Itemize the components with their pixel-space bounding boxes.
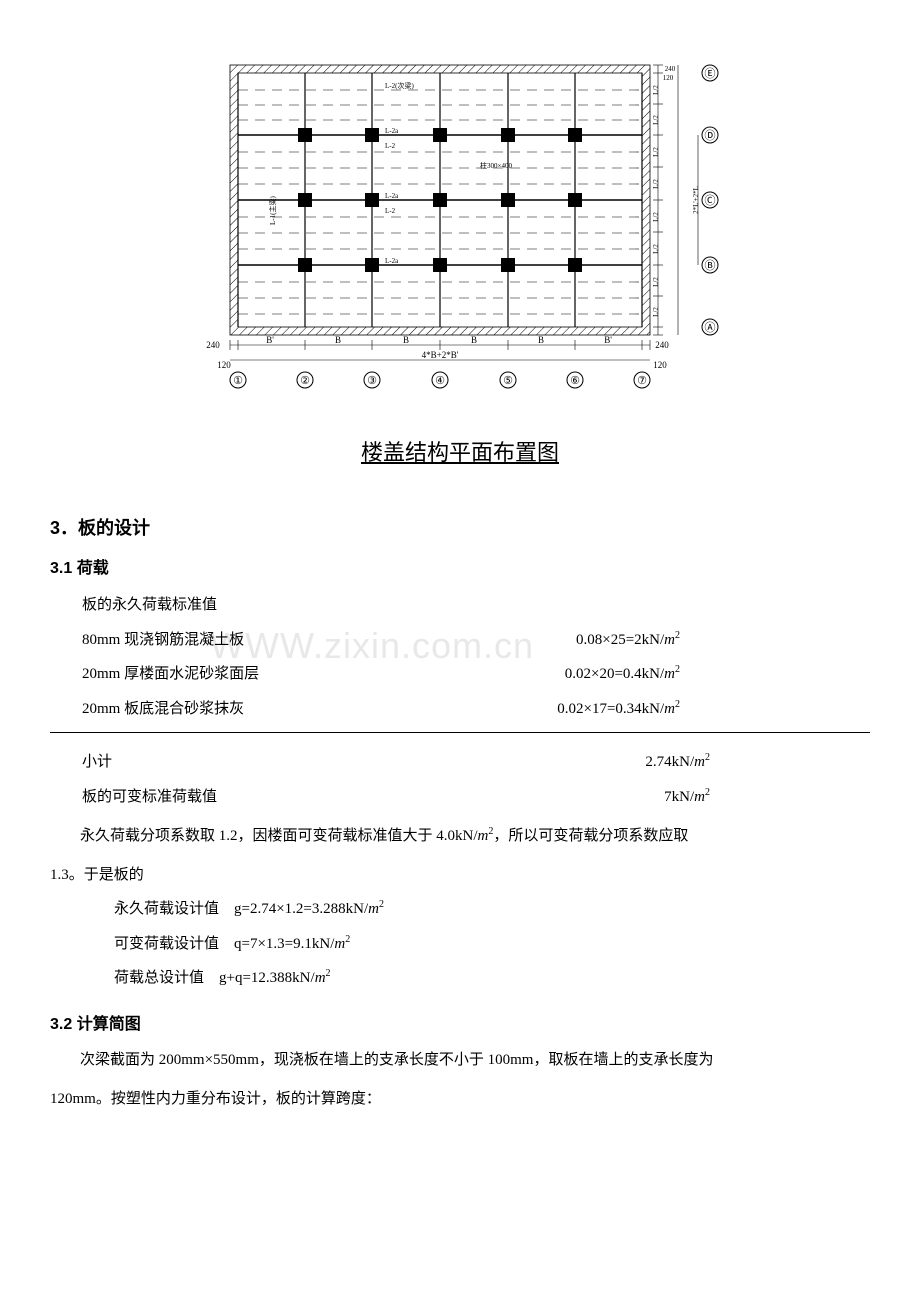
svg-text:Ⓔ: Ⓔ xyxy=(705,67,716,80)
svg-text:⑦: ⑦ xyxy=(637,375,647,387)
svg-text:L/2: L/2 xyxy=(652,307,660,317)
variable-value: 7kN/m2 xyxy=(664,780,870,815)
svg-text:L/2: L/2 xyxy=(652,244,660,254)
svg-text:L-2a: L-2a xyxy=(385,257,399,265)
svg-text:120: 120 xyxy=(663,74,674,82)
svg-text:L/2: L/2 xyxy=(652,85,660,95)
variable-label: 板的可变标准荷载值 xyxy=(82,780,217,815)
svg-text:B: B xyxy=(403,335,409,345)
section-3-title: 3．板的设计 xyxy=(50,514,870,540)
svg-text:③: ③ xyxy=(367,375,377,387)
svg-text:L/2: L/2 xyxy=(652,179,660,189)
load-row-2: 20mm 厚楼面水泥砂浆面层 0.02×20=0.4kN/m2 xyxy=(82,657,870,692)
load-row-1: 80mm 现浇钢筋混凝土板 0.08×25=2kN/m2 xyxy=(82,623,870,658)
svg-text:2*L'+2*L: 2*L'+2*L xyxy=(692,186,700,214)
svg-text:④: ④ xyxy=(435,375,445,387)
svg-text:Ⓑ: Ⓑ xyxy=(705,259,716,272)
svg-text:L-2a: L-2a xyxy=(385,127,399,135)
svg-text:L-1(主梁): L-1(主梁) xyxy=(268,196,277,225)
svg-text:L/2: L/2 xyxy=(652,277,660,287)
s32-para-1: 次梁截面为 200mm×550mm，现浇板在墙上的支承长度不小于 100mm，取… xyxy=(50,1044,870,1077)
section-3-1-title: 3.1 荷载 xyxy=(50,554,870,578)
calc-row-3: 荷载总设计值 g+q=12.388kN/m2 xyxy=(114,961,870,996)
svg-text:Ⓓ: Ⓓ xyxy=(705,129,716,142)
diagram-svg: L-2(次梁) L-2a L-2 L-2a L-2 L-2a 柱300×400 … xyxy=(200,60,720,390)
svg-text:240: 240 xyxy=(206,340,220,350)
s32-para-2: 120mm。按塑性内力重分布设计，板的计算跨度： xyxy=(50,1083,870,1116)
svg-text:L-2a: L-2a xyxy=(385,192,399,200)
load-row-1-label: 80mm 现浇钢筋混凝土板 xyxy=(82,623,244,658)
perm-load-heading-text: 板的永久荷载标准值 xyxy=(82,588,217,623)
svg-text:B: B xyxy=(471,335,477,345)
svg-text:L/2: L/2 xyxy=(652,212,660,222)
explain-para-2: 1.3。于是板的 xyxy=(50,859,870,892)
load-row-1-value: 0.08×25=2kN/m2 xyxy=(576,623,870,658)
calc-row-2: 可变荷载设计值 q=7×1.3=9.1kN/m2 xyxy=(114,927,870,962)
load-row-3-label: 20mm 板底混合砂浆抹灰 xyxy=(82,692,244,727)
floor-plan-diagram: L-2(次梁) L-2a L-2 L-2a L-2 L-2a 柱300×400 … xyxy=(200,60,720,390)
svg-text:4*B+2*B': 4*B+2*B' xyxy=(422,350,459,360)
svg-text:240: 240 xyxy=(655,340,669,350)
svg-text:B: B xyxy=(335,335,341,345)
explain-para-1: 永久荷载分项系数取 1.2，因楼面可变荷载标准值大于 4.0kN/m2，所以可变… xyxy=(50,820,870,853)
content-body: 3．板的设计 3.1 荷载 板的永久荷载标准值 80mm 现浇钢筋混凝土板 0.… xyxy=(50,500,870,1116)
load-row-2-label: 20mm 厚楼面水泥砂浆面层 xyxy=(82,657,259,692)
load-row-3-value: 0.02×17=0.34kN/m2 xyxy=(557,692,870,727)
calc-row-1: 永久荷载设计值 g=2.74×1.2=3.288kN/m2 xyxy=(114,892,870,927)
subtotal-label: 小计 xyxy=(82,745,112,780)
load-row-2-value: 0.02×20=0.4kN/m2 xyxy=(565,657,870,692)
svg-text:L-2(次梁): L-2(次梁) xyxy=(385,81,414,90)
horizontal-rule xyxy=(50,732,870,733)
svg-text:120: 120 xyxy=(653,360,667,370)
diagram-caption: 楼盖结构平面布置图 xyxy=(0,435,920,467)
svg-text:120: 120 xyxy=(217,360,231,370)
svg-text:①: ① xyxy=(233,375,243,387)
svg-text:Ⓐ: Ⓐ xyxy=(705,321,716,334)
svg-text:Ⓒ: Ⓒ xyxy=(705,194,716,207)
svg-text:⑥: ⑥ xyxy=(570,375,580,387)
svg-text:L/2: L/2 xyxy=(652,147,660,157)
subtotal-row: 小计 2.74kN/m2 xyxy=(82,745,870,780)
perm-load-heading: 板的永久荷载标准值 xyxy=(82,588,870,623)
svg-text:②: ② xyxy=(300,375,310,387)
svg-text:柱300×400: 柱300×400 xyxy=(480,161,512,170)
svg-text:240: 240 xyxy=(665,65,676,73)
variable-row: 板的可变标准荷载值 7kN/m2 xyxy=(82,780,870,815)
svg-text:⑤: ⑤ xyxy=(503,375,513,387)
svg-text:B: B xyxy=(538,335,544,345)
svg-text:L-2: L-2 xyxy=(385,142,396,150)
svg-text:L/2: L/2 xyxy=(652,115,660,125)
subtotal-value: 2.74kN/m2 xyxy=(645,745,870,780)
svg-text:B': B' xyxy=(604,335,612,345)
load-row-3: 20mm 板底混合砂浆抹灰 0.02×17=0.34kN/m2 xyxy=(82,692,870,727)
svg-text:B': B' xyxy=(266,335,274,345)
svg-text:L-2: L-2 xyxy=(385,207,396,215)
section-3-2-title: 3.2 计算简图 xyxy=(50,1010,870,1034)
